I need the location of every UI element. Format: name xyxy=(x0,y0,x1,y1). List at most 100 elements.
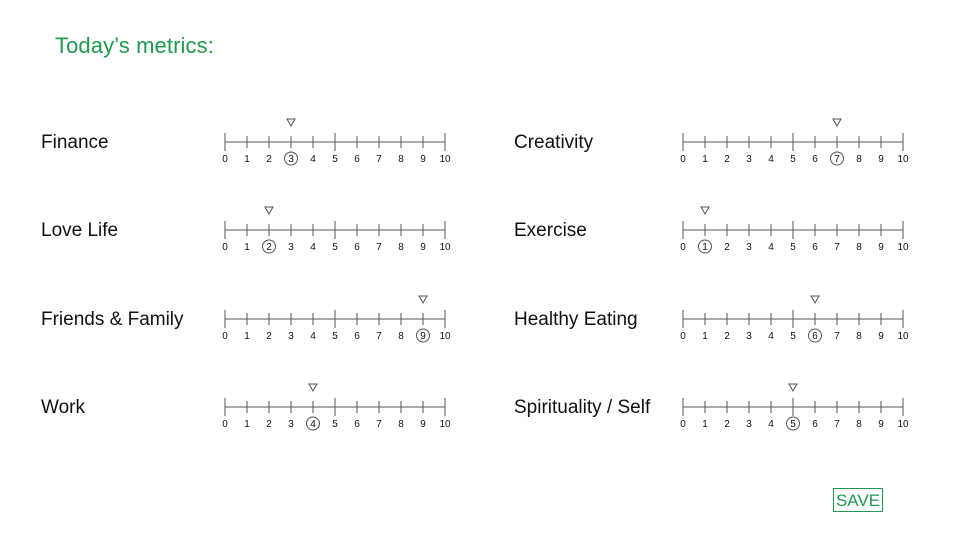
rating-scale[interactable]: 0 1 2 3 4 5 6 7 8 9 10 xyxy=(675,289,915,349)
scale-tick-label[interactable]: 4 xyxy=(310,419,316,430)
scale-tick-label[interactable]: 10 xyxy=(439,331,451,342)
scale-tick-label[interactable]: 1 xyxy=(244,242,250,253)
scale-tick-label[interactable]: 9 xyxy=(878,242,884,253)
scale-tick-label[interactable]: 8 xyxy=(398,331,404,342)
scale-tick-label[interactable]: 6 xyxy=(812,419,818,430)
rating-scale[interactable]: 0 1 2 3 4 5 6 7 8 9 10 xyxy=(675,112,915,172)
down-triangle-icon[interactable] xyxy=(788,383,798,393)
scale-tick-label[interactable]: 4 xyxy=(768,331,774,342)
down-triangle-icon[interactable] xyxy=(700,206,710,216)
scale-tick-label[interactable]: 8 xyxy=(398,242,404,253)
rating-scale[interactable]: 0 1 2 3 4 5 6 7 8 9 10 xyxy=(217,377,457,437)
scale-tick-label[interactable]: 0 xyxy=(222,419,228,430)
scale-tick-label[interactable]: 2 xyxy=(724,154,730,165)
scale-tick-label[interactable]: 10 xyxy=(439,242,451,253)
scale-tick-label[interactable]: 3 xyxy=(746,419,752,430)
scale-tick-label[interactable]: 9 xyxy=(878,331,884,342)
scale-tick-label[interactable]: 5 xyxy=(790,419,796,430)
scale-tick-label[interactable]: 0 xyxy=(680,331,686,342)
scale-tick-label[interactable]: 0 xyxy=(222,242,228,253)
scale-tick-label[interactable]: 9 xyxy=(420,331,426,342)
scale-tick-label[interactable]: 3 xyxy=(746,154,752,165)
scale-tick-label[interactable]: 4 xyxy=(310,242,316,253)
scale-tick-label[interactable]: 7 xyxy=(834,242,840,253)
rating-scale[interactable]: 0 1 2 3 4 5 6 7 8 9 10 xyxy=(675,377,915,437)
scale-tick-label[interactable]: 8 xyxy=(856,419,862,430)
scale-tick-label[interactable]: 4 xyxy=(310,154,316,165)
rating-scale[interactable]: 0 1 2 3 4 5 6 7 8 9 10 xyxy=(217,112,457,172)
down-triangle-icon[interactable] xyxy=(418,295,428,305)
scale-tick-label[interactable]: 9 xyxy=(878,154,884,165)
scale-tick-label[interactable]: 8 xyxy=(856,154,862,165)
scale-tick-label[interactable]: 5 xyxy=(332,331,338,342)
scale-tick-label[interactable]: 9 xyxy=(420,242,426,253)
scale-tick-label[interactable]: 6 xyxy=(354,419,360,430)
scale-tick-label[interactable]: 1 xyxy=(702,154,708,165)
scale-tick-label[interactable]: 3 xyxy=(746,331,752,342)
scale-tick-label[interactable]: 10 xyxy=(897,154,909,165)
scale-tick-label[interactable]: 7 xyxy=(376,419,382,430)
scale-tick-label[interactable]: 7 xyxy=(834,419,840,430)
scale-tick-label[interactable]: 6 xyxy=(354,242,360,253)
down-triangle-icon[interactable] xyxy=(308,383,318,393)
scale-tick-label[interactable]: 6 xyxy=(354,154,360,165)
scale-tick-label[interactable]: 10 xyxy=(439,154,451,165)
scale-tick-label[interactable]: 2 xyxy=(266,154,272,165)
scale-tick-label[interactable]: 9 xyxy=(878,419,884,430)
scale-tick-label[interactable]: 7 xyxy=(376,331,382,342)
scale-tick-label[interactable]: 10 xyxy=(897,242,909,253)
scale-tick-label[interactable]: 1 xyxy=(244,331,250,342)
rating-scale[interactable]: 0 1 2 3 4 5 6 7 8 9 10 xyxy=(675,200,915,260)
scale-tick-label[interactable]: 5 xyxy=(332,242,338,253)
scale-tick-label[interactable]: 8 xyxy=(398,419,404,430)
scale-tick-label[interactable]: 0 xyxy=(222,331,228,342)
scale-tick-label[interactable]: 3 xyxy=(288,331,294,342)
scale-tick-label[interactable]: 8 xyxy=(398,154,404,165)
scale-tick-label[interactable]: 2 xyxy=(724,242,730,253)
scale-tick-label[interactable]: 1 xyxy=(702,419,708,430)
scale-tick-label[interactable]: 5 xyxy=(332,419,338,430)
rating-scale[interactable]: 0 1 2 3 4 5 6 7 8 9 10 xyxy=(217,200,457,260)
scale-tick-label[interactable]: 8 xyxy=(856,242,862,253)
scale-tick-label[interactable]: 7 xyxy=(376,242,382,253)
scale-tick-label[interactable]: 2 xyxy=(266,419,272,430)
scale-tick-label[interactable]: 2 xyxy=(724,331,730,342)
scale-tick-label[interactable]: 4 xyxy=(768,154,774,165)
scale-tick-label[interactable]: 2 xyxy=(724,419,730,430)
scale-tick-label[interactable]: 5 xyxy=(790,242,796,253)
scale-tick-label[interactable]: 10 xyxy=(897,419,909,430)
scale-tick-label[interactable]: 2 xyxy=(266,242,272,253)
scale-tick-label[interactable]: 7 xyxy=(834,331,840,342)
scale-tick-label[interactable]: 4 xyxy=(768,242,774,253)
scale-tick-label[interactable]: 7 xyxy=(834,154,840,165)
down-triangle-icon[interactable] xyxy=(264,206,274,216)
scale-tick-label[interactable]: 3 xyxy=(288,154,294,165)
scale-tick-label[interactable]: 1 xyxy=(244,419,250,430)
scale-tick-label[interactable]: 3 xyxy=(288,419,294,430)
down-triangle-icon[interactable] xyxy=(810,295,820,305)
scale-tick-label[interactable]: 0 xyxy=(222,154,228,165)
scale-tick-label[interactable]: 6 xyxy=(354,331,360,342)
scale-tick-label[interactable]: 2 xyxy=(266,331,272,342)
scale-tick-label[interactable]: 0 xyxy=(680,154,686,165)
scale-tick-label[interactable]: 1 xyxy=(702,242,708,253)
scale-tick-label[interactable]: 10 xyxy=(897,331,909,342)
save-button[interactable]: SAVE xyxy=(833,488,883,512)
scale-tick-label[interactable]: 9 xyxy=(420,419,426,430)
scale-tick-label[interactable]: 5 xyxy=(790,331,796,342)
rating-scale[interactable]: 0 1 2 3 4 5 6 7 8 9 10 xyxy=(217,289,457,349)
scale-tick-label[interactable]: 4 xyxy=(768,419,774,430)
scale-tick-label[interactable]: 8 xyxy=(856,331,862,342)
scale-tick-label[interactable]: 3 xyxy=(288,242,294,253)
scale-tick-label[interactable]: 0 xyxy=(680,242,686,253)
scale-tick-label[interactable]: 1 xyxy=(244,154,250,165)
scale-tick-label[interactable]: 6 xyxy=(812,242,818,253)
scale-tick-label[interactable]: 7 xyxy=(376,154,382,165)
scale-tick-label[interactable]: 0 xyxy=(680,419,686,430)
scale-tick-label[interactable]: 9 xyxy=(420,154,426,165)
down-triangle-icon[interactable] xyxy=(286,118,296,128)
scale-tick-label[interactable]: 10 xyxy=(439,419,451,430)
down-triangle-icon[interactable] xyxy=(832,118,842,128)
scale-tick-label[interactable]: 1 xyxy=(702,331,708,342)
scale-tick-label[interactable]: 6 xyxy=(812,154,818,165)
